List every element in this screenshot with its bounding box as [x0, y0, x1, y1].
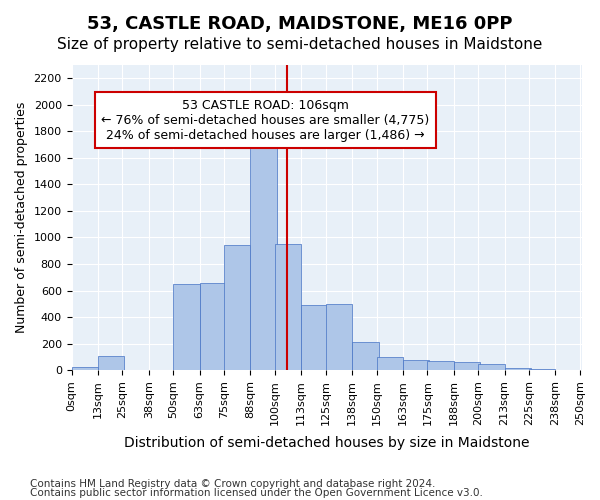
- Bar: [98, 356, 124, 370]
- Text: 53 CASTLE ROAD: 106sqm
← 76% of semi-detached houses are smaller (4,775)
24% of : 53 CASTLE ROAD: 106sqm ← 76% of semi-det…: [101, 98, 430, 142]
- Bar: [505, 368, 531, 370]
- Bar: [454, 362, 480, 370]
- Bar: [326, 304, 352, 370]
- Bar: [200, 282, 226, 370]
- Text: 53, CASTLE ROAD, MAIDSTONE, ME16 0PP: 53, CASTLE ROAD, MAIDSTONE, ME16 0PP: [87, 15, 513, 33]
- Bar: [377, 357, 403, 370]
- X-axis label: Distribution of semi-detached houses by size in Maidstone: Distribution of semi-detached houses by …: [124, 436, 529, 450]
- Bar: [403, 360, 430, 370]
- Bar: [224, 246, 250, 370]
- Text: Size of property relative to semi-detached houses in Maidstone: Size of property relative to semi-detach…: [58, 38, 542, 52]
- Bar: [427, 361, 454, 370]
- Bar: [301, 305, 328, 370]
- Text: Contains public sector information licensed under the Open Government Licence v3: Contains public sector information licen…: [30, 488, 483, 498]
- Bar: [173, 284, 200, 370]
- Bar: [352, 342, 379, 370]
- Bar: [275, 244, 301, 370]
- Y-axis label: Number of semi-detached properties: Number of semi-detached properties: [15, 102, 28, 334]
- Bar: [478, 364, 505, 370]
- Bar: [71, 367, 98, 370]
- Bar: [250, 144, 277, 370]
- Text: Contains HM Land Registry data © Crown copyright and database right 2024.: Contains HM Land Registry data © Crown c…: [30, 479, 436, 489]
- Bar: [529, 369, 556, 370]
